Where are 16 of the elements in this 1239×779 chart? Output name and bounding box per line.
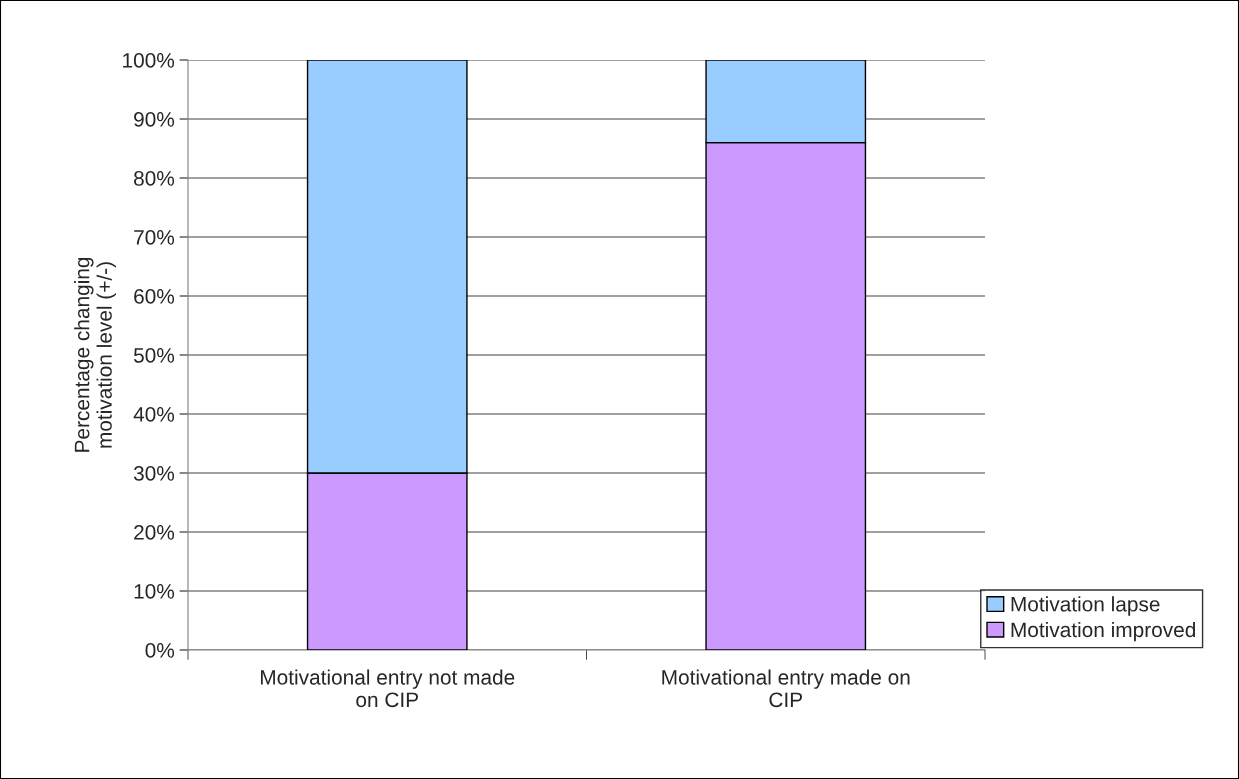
x-tick-label: Motivational entry not made on CIP [261, 669, 515, 708]
y-tick-label: 10% [134, 584, 175, 599]
y-tick-label: 90% [134, 112, 175, 127]
y-axis-title: Percentage changing motivation level (+/-) [74, 257, 116, 452]
y-tick-label: 40% [133, 407, 175, 422]
legend-label: Motivation lapse [1011, 596, 1160, 616]
y-tick-label: 0% [145, 643, 175, 658]
legend-label: Motivation improved [1011, 621, 1195, 642]
y-tick-label: 60% [134, 289, 175, 304]
y-tick-label: 70% [134, 230, 175, 245]
y-tick-label: 20% [134, 525, 175, 540]
y-tick-label: 80% [134, 171, 175, 186]
y-tick-label: 100% [123, 53, 175, 68]
x-tick-label: Motivational entry made on CIP [662, 669, 910, 708]
y-tick-label: 50% [133, 348, 175, 363]
y-tick-label: 30% [133, 466, 175, 481]
